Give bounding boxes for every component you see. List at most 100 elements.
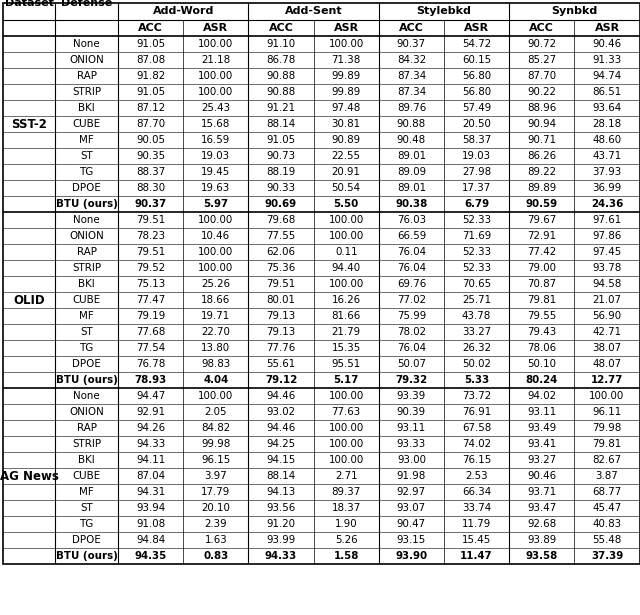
Text: 20.10: 20.10 — [202, 503, 230, 513]
Text: 76.91: 76.91 — [462, 407, 492, 417]
Text: 90.69: 90.69 — [265, 199, 297, 209]
Text: 19.63: 19.63 — [201, 183, 230, 193]
Text: 99.89: 99.89 — [332, 71, 361, 81]
Text: 87.34: 87.34 — [397, 71, 426, 81]
Text: 25.43: 25.43 — [201, 103, 230, 113]
Text: 94.02: 94.02 — [527, 391, 556, 401]
Text: 94.33: 94.33 — [265, 551, 297, 561]
Text: 100.00: 100.00 — [328, 279, 364, 289]
Text: None: None — [73, 215, 100, 225]
Text: 79.52: 79.52 — [136, 263, 165, 273]
Text: 26.32: 26.32 — [462, 343, 491, 353]
Text: 93.56: 93.56 — [266, 503, 296, 513]
Text: DPOE: DPOE — [72, 359, 101, 369]
Text: 25.26: 25.26 — [202, 279, 230, 289]
Text: 80.24: 80.24 — [525, 375, 558, 385]
Text: 50.10: 50.10 — [527, 359, 556, 369]
Text: 77.55: 77.55 — [266, 231, 296, 241]
Text: 94.13: 94.13 — [266, 487, 296, 497]
Text: 100.00: 100.00 — [328, 455, 364, 465]
Text: 36.99: 36.99 — [593, 183, 621, 193]
Text: 76.03: 76.03 — [397, 215, 426, 225]
Text: Defense: Defense — [61, 0, 112, 9]
Text: 100.00: 100.00 — [198, 87, 234, 97]
Text: RAP: RAP — [77, 247, 97, 257]
Text: 90.48: 90.48 — [397, 135, 426, 145]
Text: ASR: ASR — [464, 23, 489, 33]
Text: 58.37: 58.37 — [462, 135, 492, 145]
Text: 90.35: 90.35 — [136, 151, 165, 161]
Text: None: None — [73, 39, 100, 49]
Text: STRIP: STRIP — [72, 263, 101, 273]
Text: 84.82: 84.82 — [201, 423, 230, 433]
Text: 79.51: 79.51 — [136, 215, 165, 225]
Text: CUBE: CUBE — [72, 119, 100, 129]
Text: TG: TG — [79, 519, 93, 529]
Text: 77.47: 77.47 — [136, 295, 165, 305]
Text: 28.18: 28.18 — [593, 119, 621, 129]
Text: 91.05: 91.05 — [136, 87, 165, 97]
Text: 21.07: 21.07 — [593, 295, 621, 305]
Text: 66.59: 66.59 — [397, 231, 426, 241]
Text: 84.32: 84.32 — [397, 55, 426, 65]
Text: 21.18: 21.18 — [201, 55, 230, 65]
Text: 100.00: 100.00 — [198, 215, 234, 225]
Text: 79.51: 79.51 — [266, 279, 296, 289]
Text: 25.71: 25.71 — [462, 295, 491, 305]
Text: 94.58: 94.58 — [593, 279, 621, 289]
Text: 52.33: 52.33 — [462, 215, 491, 225]
Text: 55.48: 55.48 — [593, 535, 621, 545]
Text: 50.02: 50.02 — [462, 359, 491, 369]
Text: 93.94: 93.94 — [136, 503, 165, 513]
Text: 18.66: 18.66 — [201, 295, 230, 305]
Text: 15.45: 15.45 — [462, 535, 492, 545]
Text: 5.17: 5.17 — [333, 375, 359, 385]
Text: 17.79: 17.79 — [201, 487, 230, 497]
Text: 92.91: 92.91 — [136, 407, 165, 417]
Text: 27.98: 27.98 — [462, 167, 491, 177]
Text: BKI: BKI — [78, 103, 95, 113]
Text: 93.49: 93.49 — [527, 423, 556, 433]
Text: 100.00: 100.00 — [328, 439, 364, 449]
Text: 52.33: 52.33 — [462, 263, 491, 273]
Text: 90.88: 90.88 — [266, 87, 296, 97]
Text: 93.02: 93.02 — [266, 407, 296, 417]
Text: TG: TG — [79, 167, 93, 177]
Text: 79.13: 79.13 — [266, 327, 296, 337]
Text: 45.47: 45.47 — [593, 503, 621, 513]
Text: 38.07: 38.07 — [593, 343, 621, 353]
Text: ST: ST — [80, 151, 93, 161]
Text: TG: TG — [79, 343, 93, 353]
Text: 100.00: 100.00 — [328, 39, 364, 49]
Text: 90.73: 90.73 — [266, 151, 296, 161]
Text: 94.35: 94.35 — [134, 551, 167, 561]
Text: 77.76: 77.76 — [266, 343, 296, 353]
Text: MF: MF — [79, 311, 94, 321]
Text: BTU (ours): BTU (ours) — [56, 199, 117, 209]
Text: 5.33: 5.33 — [464, 375, 489, 385]
Text: 50.54: 50.54 — [332, 183, 361, 193]
Text: 71.69: 71.69 — [462, 231, 492, 241]
Text: 94.74: 94.74 — [593, 71, 621, 81]
Text: 77.02: 77.02 — [397, 295, 426, 305]
Text: 1.63: 1.63 — [204, 535, 227, 545]
Text: 91.20: 91.20 — [266, 519, 296, 529]
Text: 79.81: 79.81 — [593, 439, 621, 449]
Text: 79.98: 79.98 — [593, 423, 621, 433]
Text: 16.26: 16.26 — [332, 295, 361, 305]
Text: Synbkd: Synbkd — [551, 7, 598, 17]
Text: 90.88: 90.88 — [266, 71, 296, 81]
Text: 95.51: 95.51 — [332, 359, 361, 369]
Text: 72.91: 72.91 — [527, 231, 556, 241]
Text: 75.36: 75.36 — [266, 263, 296, 273]
Text: 100.00: 100.00 — [328, 391, 364, 401]
Text: Dataset: Dataset — [4, 0, 53, 9]
Text: 20.91: 20.91 — [332, 167, 361, 177]
Text: 94.31: 94.31 — [136, 487, 165, 497]
Text: DPOE: DPOE — [72, 535, 101, 545]
Text: 93.41: 93.41 — [527, 439, 556, 449]
Text: 99.89: 99.89 — [332, 87, 361, 97]
Text: 77.63: 77.63 — [332, 407, 361, 417]
Text: ASR: ASR — [204, 23, 228, 33]
Text: 13.80: 13.80 — [201, 343, 230, 353]
